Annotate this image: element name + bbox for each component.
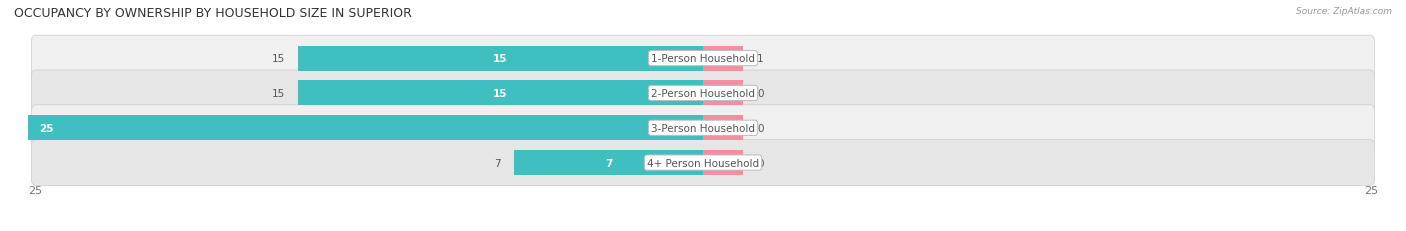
Text: 0: 0 (756, 158, 763, 168)
Text: 7: 7 (605, 158, 612, 168)
FancyBboxPatch shape (31, 105, 1375, 151)
Text: 15: 15 (271, 88, 284, 99)
Bar (515, 150, 703, 175)
Text: 25: 25 (39, 123, 53, 133)
Text: 15: 15 (271, 54, 284, 64)
Bar (298, 81, 703, 106)
Bar (703, 81, 744, 106)
Text: 1: 1 (756, 54, 763, 64)
Text: 15: 15 (494, 54, 508, 64)
Bar (703, 46, 744, 71)
Text: 25: 25 (28, 185, 42, 195)
Text: 4+ Person Household: 4+ Person Household (647, 158, 759, 168)
FancyBboxPatch shape (31, 71, 1375, 116)
Bar (28, 116, 703, 141)
Text: 7: 7 (494, 158, 501, 168)
Text: OCCUPANCY BY OWNERSHIP BY HOUSEHOLD SIZE IN SUPERIOR: OCCUPANCY BY OWNERSHIP BY HOUSEHOLD SIZE… (14, 7, 412, 20)
Text: 0: 0 (756, 123, 763, 133)
Bar (703, 150, 744, 175)
FancyBboxPatch shape (31, 36, 1375, 82)
Bar (703, 116, 744, 141)
Text: 0: 0 (756, 88, 763, 99)
Text: 25: 25 (1364, 185, 1378, 195)
Text: 3-Person Household: 3-Person Household (651, 123, 755, 133)
Text: 1-Person Household: 1-Person Household (651, 54, 755, 64)
FancyBboxPatch shape (31, 140, 1375, 186)
Bar (298, 46, 703, 71)
Text: Source: ZipAtlas.com: Source: ZipAtlas.com (1296, 7, 1392, 16)
Text: 15: 15 (494, 88, 508, 99)
Text: 2-Person Household: 2-Person Household (651, 88, 755, 99)
